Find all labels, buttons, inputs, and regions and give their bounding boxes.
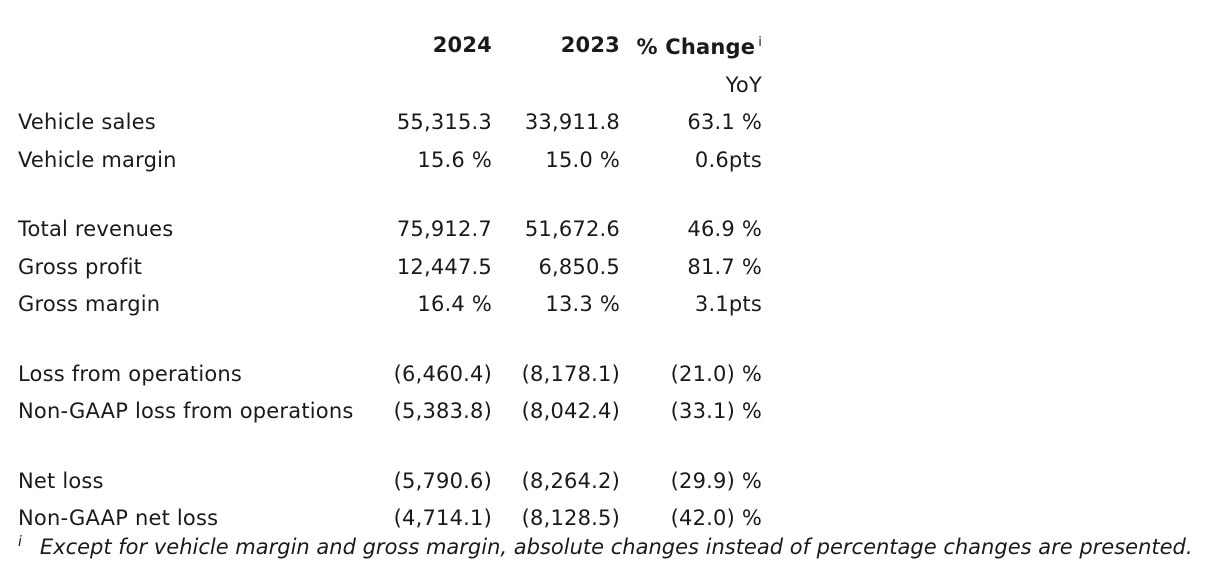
value-2023: (8,264.2) (521, 468, 620, 493)
value-change: 81.7 % (687, 254, 762, 279)
footnote: i Except for vehicle margin and gross mar… (18, 534, 1193, 559)
table-row: Gross margin 16.4 % 13.3 % 3.1pts (18, 286, 762, 324)
table-row: Vehicle margin 15.6 % 15.0 % 0.6pts (18, 142, 762, 180)
value-2024: 12,447.5 (396, 254, 492, 279)
value-2024: 55,315.3 (396, 110, 492, 134)
header-row: 2024 2023 % Change i (18, 24, 762, 67)
value-change: 0.6pts (694, 147, 762, 172)
header-change-yoy: YoY (725, 72, 762, 97)
value-change: (42.0) % (670, 506, 762, 530)
table-row: Net loss (5,790.6) (8,264.2) (29.9) % (18, 463, 762, 501)
financial-summary-table: 2024 2023 % Change i YoY Vehicle sales 55,… (18, 24, 762, 538)
header-2024: 2024 (432, 32, 492, 57)
row-label: Non-GAAP net loss (18, 506, 219, 530)
header-label (18, 24, 370, 67)
value-2023: (8,042.4) (521, 399, 620, 423)
value-2024: 15.6 % (417, 147, 492, 172)
value-2024: (4,714.1) (393, 506, 492, 530)
table-row: Gross profit 12,447.5 6,850.5 81.7 % (18, 249, 762, 287)
table-row: Non-GAAP loss from operations (5,383.8) (8… (18, 393, 762, 431)
value-2023: (8,128.5) (521, 506, 620, 530)
value-2024: 75,912.7 (396, 217, 492, 241)
value-change: (21.0) % (670, 361, 762, 386)
header-2023: 2023 (560, 32, 620, 57)
table-row: Loss from operations (6,460.4) (8,178.1) (2… (18, 356, 762, 394)
value-2023: 33,911.8 (524, 110, 620, 134)
value-2024: (5,383.8) (393, 399, 492, 423)
group-spacer (18, 431, 762, 463)
header-subrow: YoY (18, 67, 762, 105)
group-spacer (18, 324, 762, 356)
row-label: Vehicle margin (18, 147, 177, 172)
row-label: Loss from operations (18, 361, 243, 386)
value-2023: 15.0 % (545, 147, 620, 172)
footnote-marker: i (18, 534, 22, 550)
header-change: % Change i (624, 24, 762, 67)
value-change: (33.1) % (670, 399, 762, 423)
value-2023: 13.3 % (545, 292, 620, 316)
value-change: 46.9 % (687, 217, 762, 241)
value-2023: (8,178.1) (521, 361, 620, 386)
table-row: Total revenues 75,912.7 51,672.6 46.9 % (18, 211, 762, 249)
header-change-label: % Change (636, 35, 756, 59)
value-2024: (6,460.4) (393, 361, 492, 386)
row-label: Total revenues (18, 217, 174, 241)
row-label: Non-GAAP loss from operations (18, 399, 354, 423)
header-change-footnote-mark: i (758, 35, 762, 50)
table-body: Vehicle sales 55,315.3 33,911.8 63.1 % Vehic… (18, 104, 762, 538)
row-label: Gross margin (18, 292, 161, 316)
value-2024: (5,790.6) (393, 468, 492, 493)
table-row: Vehicle sales 55,315.3 33,911.8 63.1 % (18, 104, 762, 142)
value-change: (29.9) % (670, 468, 762, 493)
table-row: Non-GAAP net loss (4,714.1) (8,128.5) (42.0… (18, 500, 762, 538)
footnote-text: Except for vehicle margin and gross marg… (39, 535, 1193, 559)
value-2024: 16.4 % (417, 292, 492, 316)
value-change: 3.1pts (694, 292, 762, 316)
value-2023: 6,850.5 (538, 254, 620, 279)
value-2023: 51,672.6 (524, 217, 620, 241)
row-label: Gross profit (18, 254, 143, 279)
row-label: Net loss (18, 468, 104, 493)
row-label: Vehicle sales (18, 110, 156, 134)
group-spacer (18, 179, 762, 211)
value-change: 63.1 % (687, 110, 762, 134)
